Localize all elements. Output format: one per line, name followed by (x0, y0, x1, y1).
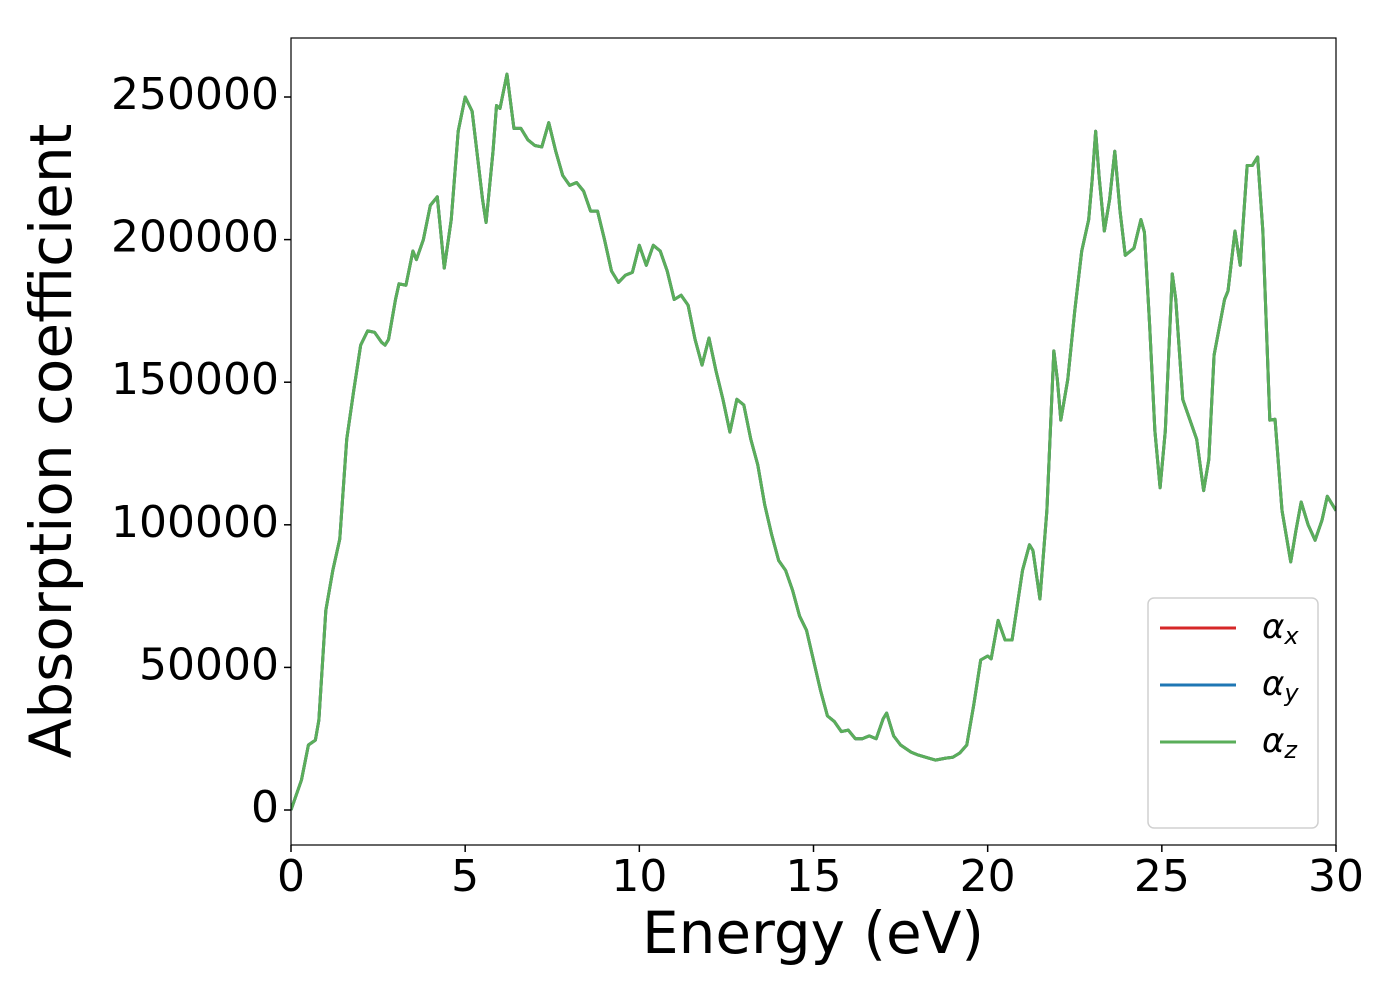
y-tick-label: 100000 (111, 497, 279, 548)
series-line (291, 72, 1336, 811)
x-axis-label: Energy (eV) (642, 899, 984, 967)
x-tick-label: 25 (1134, 851, 1190, 902)
y-tick-label: 50000 (139, 639, 279, 690)
y-axis-label: Absorption coefficient (17, 124, 85, 759)
y-tick-label: 0 (251, 782, 279, 833)
legend-label: αy (1262, 664, 1299, 708)
y-tick-label: 250000 (111, 69, 279, 120)
y-tick-label: 150000 (111, 354, 279, 405)
x-tick-label: 20 (960, 851, 1016, 902)
legend-box (1147, 597, 1319, 829)
x-tick-label: 15 (786, 851, 842, 902)
x-tick-label: 10 (611, 851, 667, 902)
x-tick-label: 30 (1308, 851, 1364, 902)
y-tick-label: 200000 (111, 212, 279, 263)
x-tick-label: 5 (451, 851, 479, 902)
plot-frame (290, 37, 1337, 846)
legend-label: αz (1262, 721, 1298, 765)
legend-label: αx (1262, 607, 1299, 651)
x-tick-label: 0 (277, 851, 305, 902)
